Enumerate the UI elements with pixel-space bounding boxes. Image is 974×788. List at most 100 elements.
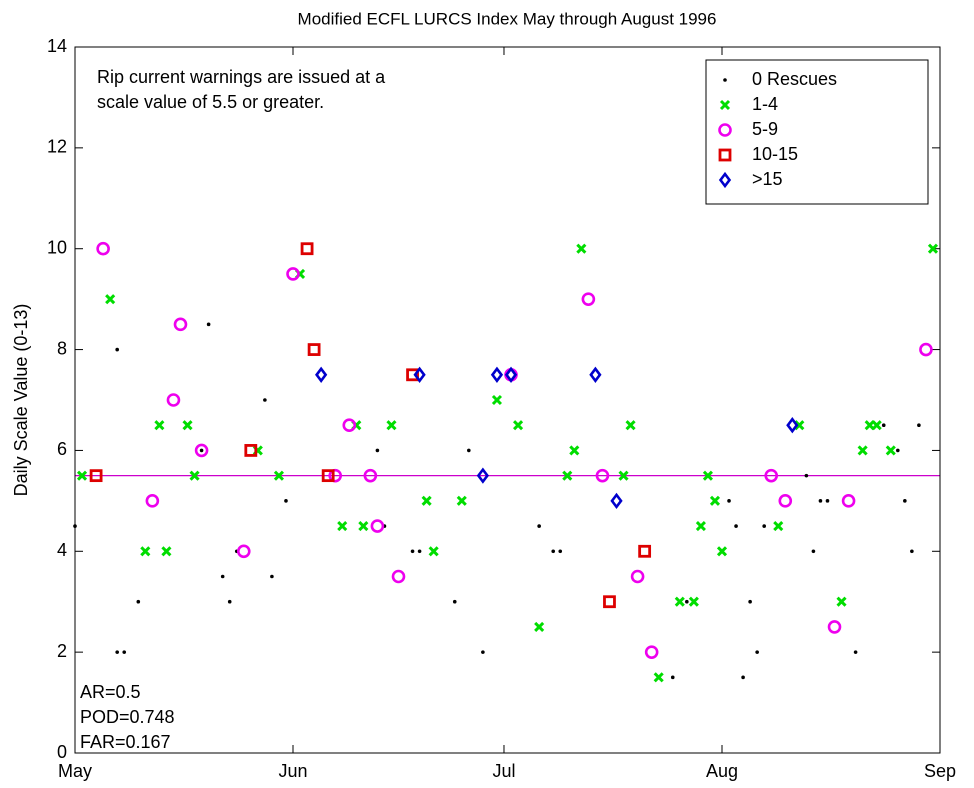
x-stroke [625,420,636,431]
legend-label: 0 Rescues [752,69,837,89]
marker-circle [764,468,779,483]
y-axis-label: Daily Scale Value (0-13) [11,304,31,497]
y-tick-label: 6 [57,439,67,459]
dot [748,599,752,604]
stat: POD=0.748 [80,707,175,727]
dot [825,499,830,503]
ring [391,569,406,584]
marker-x [927,243,939,254]
dot [206,322,211,327]
marker-x [512,420,524,431]
marker-circle [194,443,209,458]
marker-x [456,495,467,506]
ring [581,292,596,306]
marker-dot [881,423,886,428]
marker-circle [166,393,181,407]
y-tick-label: 8 [57,338,67,358]
x-stroke [189,470,200,481]
marker-diamond [490,366,504,383]
x-stroke [576,243,587,254]
marker-square [638,544,652,558]
marker-dot [741,675,745,680]
square [321,469,335,483]
dot [903,499,907,503]
marker-circle [286,267,300,281]
dot [227,599,232,604]
stat: FAR=0.167 [80,732,171,752]
ring [718,123,732,137]
x-stroke [534,621,545,632]
x-stroke [491,394,503,406]
marker-circle [827,620,842,634]
ring [595,468,610,483]
marker-x [709,495,721,506]
ring [194,443,209,458]
marker-dot [903,499,907,503]
marker-dot [734,524,738,528]
marker-diamond [315,366,328,383]
chart-title: Modified ECFL LURCS Index May through Au… [298,9,717,28]
ring [919,342,933,357]
dot [122,650,127,654]
ring [166,393,181,407]
x-stroke [857,445,868,456]
dot [375,448,380,453]
marker-dot [910,549,914,554]
marker-circle [595,468,610,483]
marker-dot [551,549,556,554]
marker-dot [115,347,119,352]
marker-x [576,243,587,254]
marker-diamond [610,492,623,510]
dot [896,448,900,453]
x-stroke [618,470,629,481]
marker-x [273,470,285,481]
marker-dot [410,549,415,554]
marker-square [300,242,314,256]
marker-dot [818,499,823,503]
marker-dot [270,574,274,579]
marker-circle [370,519,385,533]
marker-dot [811,549,816,554]
marker-dot [199,448,204,453]
marker-diamond [589,366,602,383]
y-tick-label: 14 [47,36,67,56]
marker-circle [718,123,732,137]
y-tick-label: 4 [57,540,67,560]
y-tick-label: 10 [47,237,67,257]
x-stroke [358,521,369,532]
marker-circle [391,569,406,584]
legend-label: 10-15 [752,144,798,164]
marker-dot [206,322,211,327]
square [718,148,732,162]
ring [363,468,378,483]
diamond [315,366,328,383]
diamond [413,366,426,383]
marker-square [321,469,335,483]
x-stroke [386,420,397,431]
marker-diamond [476,467,490,484]
x-stroke [512,420,524,431]
x-stroke [105,294,116,305]
marker-circle [236,544,251,559]
x-stroke [709,495,721,506]
marker-dot [723,78,727,82]
x-stroke [562,470,573,481]
marker-dot [220,574,225,579]
x-stroke [456,495,467,506]
dot [723,78,727,82]
dot [263,398,267,402]
x-stroke [927,243,939,254]
marker-x [105,294,116,305]
marker-dot [896,448,900,453]
marker-x [569,445,580,456]
marker-x [688,596,699,607]
ring [342,418,357,433]
dot [685,599,689,604]
marker-diamond [413,366,426,383]
annotation: Rip current warnings are issued at a [97,67,386,87]
marker-dot [917,423,921,428]
ring [630,569,645,584]
dot [818,499,823,503]
x-tick-label: May [58,761,92,781]
dot [417,549,422,554]
